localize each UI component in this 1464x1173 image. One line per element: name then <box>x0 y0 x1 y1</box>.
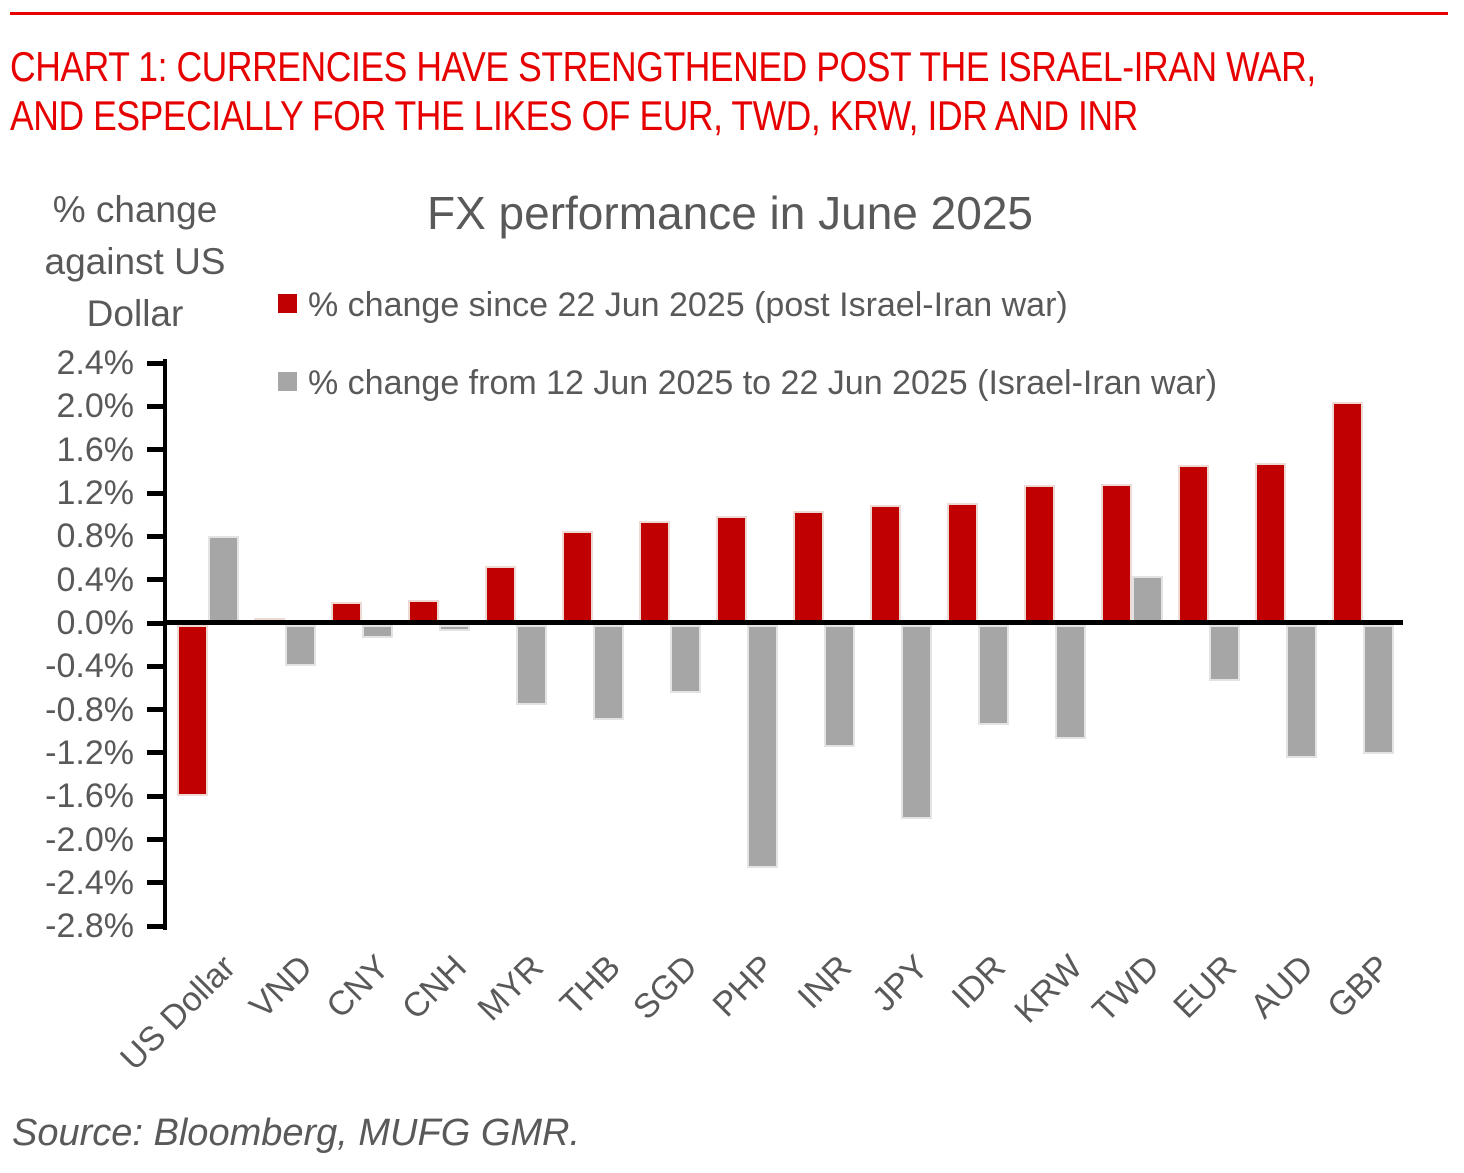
y-tick-mark-0-8 <box>147 533 164 539</box>
top-red-rule <box>10 12 1448 15</box>
legend-swatch-red-icon <box>278 294 297 313</box>
y-tick-label-2-8: -2.8% <box>45 907 134 946</box>
y-tick-label-0-0: 0.0% <box>56 604 135 642</box>
y-tick-mark-2-8 <box>147 923 164 929</box>
bar-war-thb <box>593 625 624 721</box>
legend-label-war-period: % change from 12 Jun 2025 to 22 Jun 2025… <box>308 364 1218 402</box>
bar-post-war-aud <box>1255 462 1286 623</box>
bar-war-gbp <box>1363 625 1394 754</box>
bar-war-myr <box>516 625 547 706</box>
x-label-twd: TWD <box>1085 948 1167 1030</box>
bar-post-war-jpy <box>870 504 901 623</box>
bar-war-php <box>747 625 778 868</box>
y-axis-title: % change against US Dollar <box>44 189 226 334</box>
bar-post-war-sgd <box>639 521 670 623</box>
bar-post-war-twd <box>1101 484 1132 623</box>
bar-war-aud <box>1286 625 1317 759</box>
y-tick-mark-0-8 <box>147 707 164 713</box>
bar-war-sgd <box>670 625 701 694</box>
bar-post-war-gbp <box>1332 402 1363 623</box>
bar-war-us-dollar <box>208 536 239 623</box>
bar-war-jpy <box>901 625 932 819</box>
y-tick-mark-2-0 <box>147 837 164 843</box>
y-axis-line <box>163 359 167 930</box>
y-tick-mark-2-4 <box>147 360 164 366</box>
y-tick-label-2-0: 2.0% <box>56 387 135 426</box>
x-label-eur: EUR <box>1166 948 1244 1026</box>
bar-war-inr <box>824 625 855 748</box>
bar-war-eur <box>1209 625 1240 682</box>
bar-post-war-krw <box>1024 485 1055 623</box>
bar-post-war-php <box>716 515 747 623</box>
bar-post-war-myr <box>485 565 516 623</box>
x-label-us-dollar: US Dollar <box>113 948 243 1078</box>
y-tick-label-1-6: 1.6% <box>56 430 135 469</box>
y-tick-label-0-8: 0.8% <box>56 517 135 556</box>
y-tick-mark-1-6 <box>147 447 164 453</box>
y-tick-label-0-4: -0.4% <box>45 647 134 686</box>
bar-war-twd <box>1132 576 1163 623</box>
x-label-krw: KRW <box>1007 948 1090 1031</box>
report-title-line-1: CHART 1: CURRENCIES HAVE STRENGTHENED PO… <box>10 43 1316 90</box>
report-title-line-2: AND ESPECIALLY FOR THE LIKES OF EUR, TWD… <box>10 92 1138 139</box>
source-note: Source: Bloomberg, MUFG GMR. <box>12 1112 581 1154</box>
bar-war-vnd <box>285 625 316 667</box>
x-label-jpy: JPY <box>864 948 936 1019</box>
x-label-sgd: SGD <box>625 948 705 1027</box>
bar-post-war-idr <box>947 502 978 623</box>
x-label-cnh: CNH <box>394 948 474 1027</box>
y-tick-mark-0-4 <box>147 663 164 669</box>
x-label-vnd: VND <box>242 948 320 1026</box>
y-tick-label-2-4: -2.4% <box>45 863 134 902</box>
x-label-inr: INR <box>790 948 859 1017</box>
bar-war-idr <box>978 625 1009 725</box>
x-label-myr: MYR <box>470 948 551 1029</box>
bar-war-krw <box>1055 625 1086 739</box>
x-label-aud: AUD <box>1243 948 1321 1026</box>
bar-post-war-thb <box>562 530 593 623</box>
bar-post-war-us-dollar <box>177 625 208 797</box>
x-label-cny: CNY <box>319 948 397 1026</box>
bar-post-war-inr <box>793 511 824 623</box>
y-tick-mark-1-2 <box>147 750 164 756</box>
report-title: CHART 1: CURRENCIES HAVE STRENGTHENED PO… <box>10 42 1316 140</box>
y-tick-label-1-2: -1.2% <box>45 733 134 772</box>
chart-title: FX performance in June 2025 <box>426 187 1034 239</box>
y-tick-mark-1-6 <box>147 793 164 799</box>
y-tick-label-2-0: -2.0% <box>45 820 134 859</box>
y-tick-label-1-2: 1.2% <box>56 474 135 512</box>
x-label-gbp: GBP <box>1320 948 1398 1026</box>
y-tick-mark-1-2 <box>147 490 164 496</box>
x-label-php: PHP <box>705 948 782 1025</box>
y-tick-label-2-4: 2.4% <box>56 344 135 382</box>
bar-post-war-eur <box>1178 464 1209 623</box>
y-tick-label-0-4: 0.4% <box>56 560 135 599</box>
x-label-thb: THB <box>552 948 628 1023</box>
y-tick-mark-2-4 <box>147 880 164 886</box>
y-tick-label-1-6: -1.6% <box>45 777 134 816</box>
legend-label-post-war: % change since 22 Jun 2025 (post Israel-… <box>308 286 1068 324</box>
y-tick-mark-2-0 <box>147 403 164 409</box>
bar-war-cnh <box>439 625 470 632</box>
y-tick-mark-0-0 <box>147 620 164 626</box>
bar-war-cny <box>362 625 393 638</box>
x-axis-zero-line <box>163 620 1403 625</box>
legend-swatch-gray-icon <box>278 372 297 391</box>
y-tick-mark-0-4 <box>147 577 164 583</box>
y-tick-label-0-8: -0.8% <box>45 690 134 729</box>
x-label-idr: IDR <box>944 948 1013 1017</box>
